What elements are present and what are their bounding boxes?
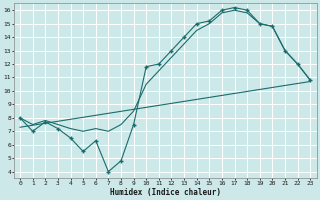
X-axis label: Humidex (Indice chaleur): Humidex (Indice chaleur) xyxy=(110,188,220,197)
